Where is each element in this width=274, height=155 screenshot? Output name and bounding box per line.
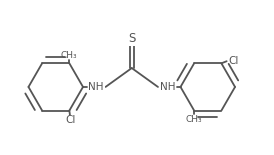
Text: Cl: Cl xyxy=(65,115,76,125)
Text: S: S xyxy=(128,32,135,45)
Text: NH: NH xyxy=(88,82,104,92)
Text: NH: NH xyxy=(160,82,175,92)
Text: CH₃: CH₃ xyxy=(61,51,77,60)
Text: Cl: Cl xyxy=(228,56,239,66)
Text: CH₃: CH₃ xyxy=(185,115,202,124)
